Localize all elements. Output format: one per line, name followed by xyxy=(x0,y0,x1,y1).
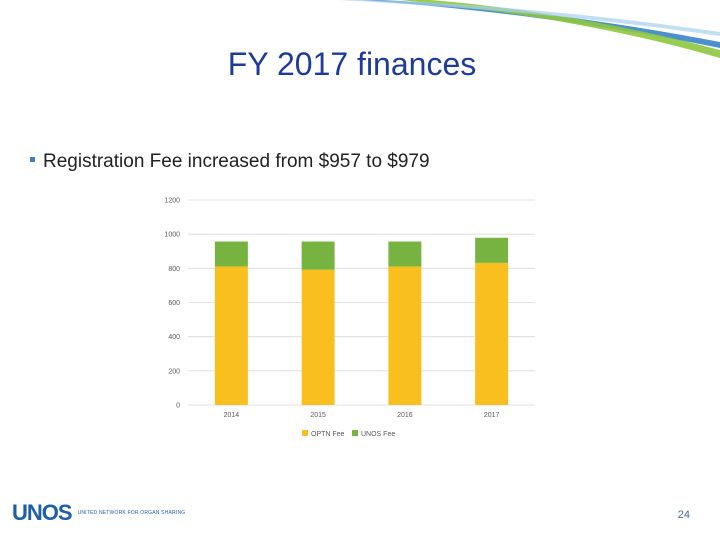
x-tick-label: 2014 xyxy=(224,412,240,419)
y-tick-label: 600 xyxy=(168,300,180,307)
bar-segment xyxy=(388,241,422,267)
unos-logo: UNOS UNITED NETWORK FOR ORGAN SHARING xyxy=(12,500,186,525)
legend-swatch xyxy=(352,430,358,436)
stacked-bar-chart: 0 200 400 600 800 1000 1200 2014 2015 2016 2017 OPT… xyxy=(164,198,535,438)
bar-segment xyxy=(214,266,248,405)
y-tick-label: 400 xyxy=(168,334,180,341)
y-tick-label: 800 xyxy=(168,266,180,273)
x-tick-label: 2015 xyxy=(310,412,326,419)
y-tick-label: 0 xyxy=(176,403,180,410)
x-tick-label: 2016 xyxy=(397,412,413,419)
bar-segment xyxy=(475,237,509,263)
page-number: 24 xyxy=(677,509,690,521)
y-tick-label: 200 xyxy=(168,368,180,375)
bar-segment xyxy=(388,266,422,405)
bullet-text: Registration Fee increased from $957 to … xyxy=(43,151,430,172)
bar-segment xyxy=(301,269,335,405)
slide-title: FY 2017 finances xyxy=(227,46,477,82)
bullet-item: Registration Fee increased from $957 to … xyxy=(30,151,430,173)
bar-segment xyxy=(214,241,248,267)
bullet-marker xyxy=(30,157,35,163)
y-tick-label: 1000 xyxy=(164,232,180,239)
legend-swatch xyxy=(302,430,308,436)
legend-label: UNOS Fee xyxy=(361,431,395,438)
logo-wordmark: UNOS xyxy=(12,500,73,525)
y-tick-label: 1200 xyxy=(164,198,180,205)
bar-segment xyxy=(301,241,335,270)
logo-tagline: UNITED NETWORK FOR ORGAN SHARING xyxy=(77,510,186,516)
x-tick-label: 2017 xyxy=(484,412,500,419)
legend-label: OPTN Fee xyxy=(311,431,345,438)
bar-segment xyxy=(475,262,509,405)
